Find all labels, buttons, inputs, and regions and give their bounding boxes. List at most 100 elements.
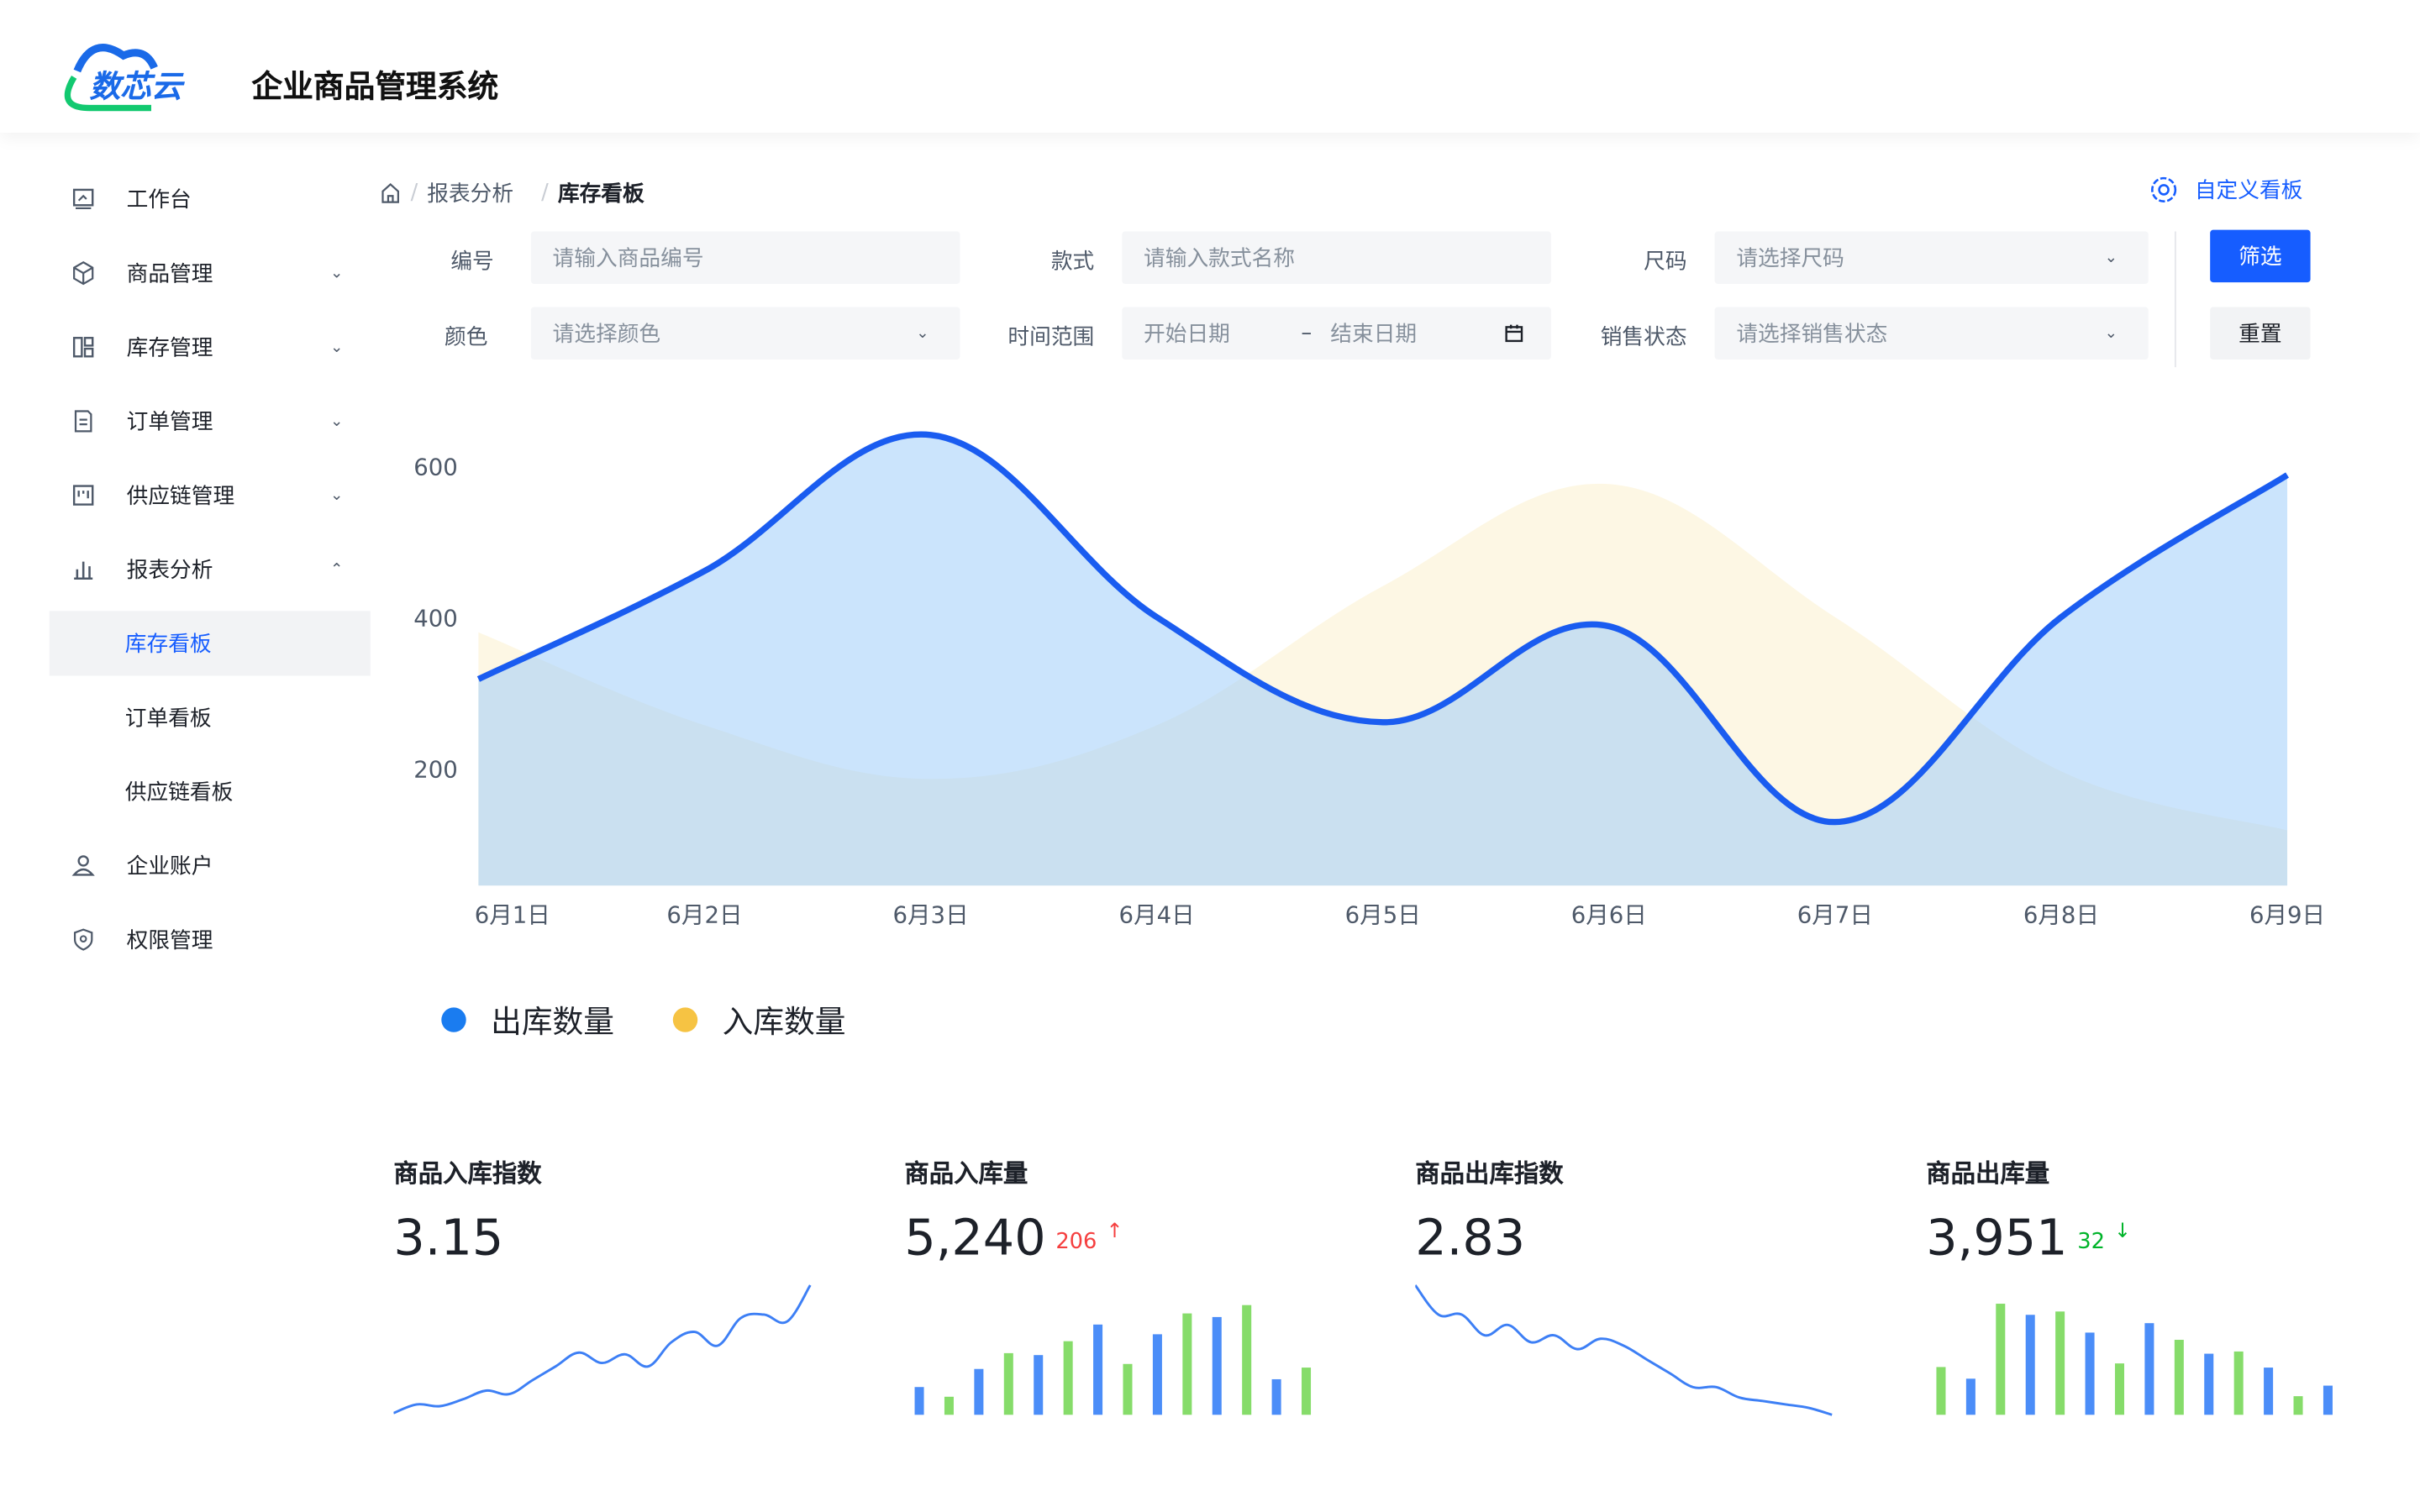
sidebar-item-label: 供应链管理 bbox=[126, 484, 235, 510]
calendar-icon bbox=[1505, 324, 1523, 343]
sidebar-item-0[interactable]: 工作台 bbox=[50, 166, 371, 231]
dashboard-icon bbox=[72, 188, 94, 210]
sidebar-item-3[interactable]: 订单管理 ⌄ bbox=[50, 389, 371, 454]
chevron-up-icon[interactable]: ⌃ bbox=[330, 560, 344, 578]
x-tick-label: 6月9日 bbox=[2249, 901, 2325, 928]
sidebar-item-label: 订单看板 bbox=[124, 706, 212, 732]
spark-bar bbox=[2085, 1332, 2095, 1415]
legend-item-outbound[interactable]: 出库数量 bbox=[441, 997, 614, 1042]
spark-bar bbox=[944, 1396, 954, 1415]
size-label: 尺码 bbox=[1644, 249, 1687, 275]
sparkline bbox=[1415, 1284, 1833, 1416]
sparkline-line bbox=[393, 1284, 812, 1415]
sidebar-item-7[interactable]: 订单看板 bbox=[50, 685, 371, 750]
arrow-down-icon: ↓ bbox=[2114, 1220, 2132, 1244]
spark-bar bbox=[2204, 1353, 2214, 1415]
gear-icon bbox=[2151, 176, 2177, 202]
spark-bar bbox=[1996, 1304, 2006, 1415]
status-placeholder: 请选择销售状态 bbox=[1736, 322, 1888, 348]
inventory-area-chart: 200 400 600 6月1日 6月2日 6月3日 6月4日 6月5日 6月6日 6月7日 6月8… bbox=[413, 431, 2325, 928]
card-title: 商品入库量 bbox=[904, 1158, 1028, 1189]
time-range-label: 时间范围 bbox=[1007, 325, 1095, 350]
spark-bar bbox=[1093, 1324, 1103, 1415]
spark-bar bbox=[1212, 1316, 1222, 1415]
logo[interactable]: 数芯云 bbox=[59, 37, 213, 114]
sidebar-item-6[interactable]: 库存看板 bbox=[49, 611, 371, 676]
date-range-picker[interactable]: 开始日期 – 结束日期 bbox=[1122, 307, 1551, 360]
breadcrumb-parent[interactable]: 报表分析 bbox=[427, 181, 514, 207]
date-separator: – bbox=[1301, 321, 1313, 346]
breadcrumb-current: 库存看板 bbox=[557, 181, 644, 207]
x-tick-label: 6月2日 bbox=[666, 901, 742, 928]
sparkline-line bbox=[1415, 1284, 1833, 1416]
code-input[interactable]: 请输入商品编号 bbox=[530, 231, 960, 284]
customize-label: 自定义看板 bbox=[2194, 179, 2303, 204]
user-icon bbox=[71, 855, 95, 876]
trend-delta: 206 bbox=[1055, 1229, 1097, 1255]
chart-legend: 出库数量 入库数量 bbox=[441, 997, 846, 1042]
spark-bar bbox=[2323, 1385, 2333, 1415]
sidebar-item-10[interactable]: 权限管理 bbox=[50, 907, 371, 972]
size-select[interactable]: 请选择尺码 ⌄ bbox=[1714, 231, 2149, 284]
cloud-logo-icon bbox=[64, 44, 158, 112]
x-tick-label: 6月7日 bbox=[1797, 901, 1873, 928]
legend-dot-inbound bbox=[672, 1006, 698, 1032]
sidebar-item-label: 报表分析 bbox=[126, 558, 213, 584]
spark-bar bbox=[1123, 1363, 1133, 1415]
stat-card: 商品出库量 3,951 32 ↓ bbox=[1926, 1149, 2350, 1427]
spark-bar bbox=[1936, 1367, 1946, 1415]
sidebar-item-5[interactable]: 报表分析 ⌃ bbox=[50, 537, 371, 601]
stat-card: 商品出库指数 2.83 bbox=[1415, 1149, 1839, 1427]
breadcrumb-separator: / bbox=[410, 180, 418, 206]
reset-button[interactable]: 重置 bbox=[2210, 307, 2311, 360]
bar-chart-icon bbox=[74, 561, 93, 580]
shield-icon bbox=[73, 928, 93, 951]
top-header: 数芯云 企业商品管理系统 bbox=[0, 0, 2420, 133]
filter-divider bbox=[2174, 231, 2176, 368]
stat-card: 商品入库指数 3.15 bbox=[393, 1149, 818, 1427]
arrow-up-icon: ↑ bbox=[1106, 1220, 1123, 1244]
chevron-down-icon[interactable]: ⌄ bbox=[330, 264, 344, 282]
sidebar-item-2[interactable]: 库存管理 ⌄ bbox=[50, 315, 371, 380]
chevron-down-icon[interactable]: ⌄ bbox=[330, 339, 344, 356]
legend-label: 出库数量 bbox=[491, 1002, 615, 1040]
trend-indicator: 206 ↑ bbox=[1055, 1221, 1123, 1255]
end-date-input[interactable]: 结束日期 bbox=[1330, 322, 1418, 348]
sidebar-item-4[interactable]: 供应链管理 ⌄ bbox=[50, 463, 371, 528]
customize-dashboard-link[interactable]: 自定义看板 bbox=[2149, 175, 2303, 206]
chevron-down-icon[interactable]: ⌄ bbox=[330, 412, 344, 430]
color-select[interactable]: 请选择颜色 ⌄ bbox=[530, 307, 960, 360]
style-input[interactable]: 请输入款式名称 bbox=[1122, 231, 1551, 284]
file-icon bbox=[74, 410, 92, 433]
filter-button[interactable]: 筛选 bbox=[2210, 229, 2311, 283]
spark-bar bbox=[1271, 1378, 1281, 1415]
color-placeholder: 请选择颜色 bbox=[552, 322, 661, 348]
sidebar-item-8[interactable]: 供应链看板 bbox=[50, 759, 371, 824]
spark-bar bbox=[1965, 1378, 1975, 1415]
card-value: 3,951 bbox=[1926, 1208, 2068, 1267]
legend-dot-outbound bbox=[441, 1006, 466, 1032]
logo-text: 数芯云 bbox=[89, 67, 182, 105]
color-label: 颜色 bbox=[444, 325, 488, 350]
stat-card: 商品入库量 5,240 206 ↑ bbox=[904, 1149, 1328, 1427]
x-tick-label: 6月4日 bbox=[1119, 901, 1195, 928]
spark-bar bbox=[2264, 1368, 2274, 1415]
size-placeholder: 请选择尺码 bbox=[1736, 246, 1844, 272]
x-tick-label: 6月6日 bbox=[1571, 901, 1647, 928]
box-icon bbox=[73, 260, 94, 286]
card-title: 商品入库指数 bbox=[393, 1158, 542, 1189]
start-date-input[interactable]: 开始日期 bbox=[1144, 322, 1230, 348]
legend-item-inbound[interactable]: 入库数量 bbox=[672, 997, 846, 1042]
card-value: 3.15 bbox=[393, 1208, 504, 1267]
kanban-icon bbox=[72, 485, 94, 506]
chevron-down-icon: ⌄ bbox=[2104, 324, 2118, 342]
sales-status-select[interactable]: 请选择销售状态 ⌄ bbox=[1714, 307, 2149, 360]
home-icon[interactable] bbox=[380, 182, 402, 204]
x-tick-label: 6月1日 bbox=[475, 901, 550, 928]
spark-bar bbox=[1242, 1305, 1252, 1415]
spark-bar bbox=[2144, 1323, 2154, 1415]
chevron-down-icon[interactable]: ⌄ bbox=[330, 486, 344, 504]
sidebar-item-1[interactable]: 商品管理 ⌄ bbox=[50, 241, 371, 306]
sidebar-item-9[interactable]: 企业账户 bbox=[50, 833, 371, 898]
spark-bar bbox=[2114, 1363, 2124, 1415]
